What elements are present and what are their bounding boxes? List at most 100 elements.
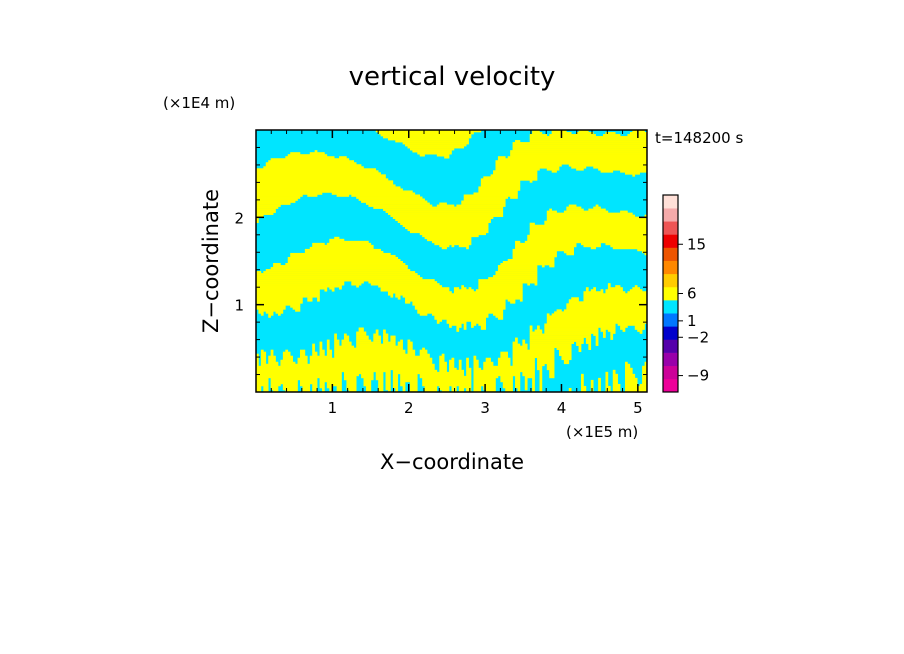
positive-velocity-cell (598, 385, 601, 389)
positive-velocity-cell (453, 291, 523, 294)
positive-velocity-cell (326, 242, 372, 246)
positive-velocity-cell (312, 351, 318, 355)
positive-velocity-cell (331, 192, 416, 195)
positive-velocity-cell (256, 299, 303, 302)
positive-velocity-cell (441, 389, 450, 392)
positive-velocity-cell (361, 373, 374, 377)
positive-velocity-cell (392, 379, 399, 383)
positive-velocity-cell (512, 345, 528, 348)
positive-velocity-cell (585, 341, 592, 344)
positive-velocity-cell (510, 152, 647, 155)
positive-velocity-cell (419, 373, 465, 377)
positive-velocity-cell (385, 385, 391, 389)
positive-velocity-cell (453, 287, 460, 290)
positive-velocity-cell (375, 373, 384, 377)
positive-velocity-cell (256, 371, 342, 375)
positive-velocity-cell (473, 371, 521, 375)
positive-velocity-cell (478, 285, 523, 288)
positive-velocity-cell (319, 345, 323, 348)
positive-velocity-cell (612, 381, 618, 385)
positive-velocity-cell (343, 335, 350, 338)
positive-velocity-cell (409, 389, 418, 392)
positive-velocity-cell (466, 373, 472, 377)
positive-velocity-cell (598, 381, 601, 385)
positive-velocity-cell (390, 214, 504, 217)
positive-velocity-cell (532, 389, 535, 392)
positive-velocity-cell (336, 387, 342, 391)
positive-velocity-cell (539, 375, 543, 379)
positive-velocity-cell (507, 299, 516, 302)
positive-velocity-cell (297, 361, 308, 365)
positive-velocity-cell (483, 367, 535, 371)
positive-velocity-cell (529, 345, 572, 348)
positive-velocity-cell (312, 345, 315, 348)
positive-velocity-cell (493, 172, 538, 175)
positive-velocity-cell (529, 138, 647, 141)
positive-velocity-cell (427, 238, 472, 242)
positive-velocity-cell (495, 166, 560, 169)
positive-velocity-cell (478, 190, 518, 193)
positive-velocity-cell (529, 333, 592, 336)
positive-velocity-cell (581, 242, 601, 246)
positive-velocity-cell (607, 287, 623, 290)
positive-velocity-cell (463, 194, 518, 197)
positive-velocity-cell (256, 295, 320, 298)
positive-velocity-cell (270, 383, 281, 387)
plot-area: 1 2 3 4 5 1 2 (234, 129, 648, 417)
positive-velocity-cell (256, 279, 435, 282)
positive-velocity-cell (256, 357, 259, 361)
positive-velocity-cell (546, 367, 555, 371)
positive-velocity-cell (512, 357, 535, 361)
positive-velocity-cell (529, 329, 533, 332)
positive-velocity-cell (519, 299, 523, 302)
positive-velocity-cell (488, 277, 538, 280)
positive-velocity-cell (517, 389, 521, 392)
positive-velocity-cell (431, 313, 489, 316)
positive-velocity-cell (256, 305, 286, 308)
colorbar: 15 6 1−2 −9 (662, 194, 709, 393)
positive-velocity-cell (309, 152, 325, 155)
positive-velocity-cell (463, 196, 509, 199)
positive-velocity-cell (605, 289, 623, 292)
positive-velocity-cell (568, 387, 572, 391)
positive-velocity-cell (532, 381, 535, 385)
positive-velocity-cell (466, 367, 472, 371)
positive-velocity-cell (515, 377, 521, 381)
positive-velocity-cell (385, 210, 504, 213)
positive-velocity-cell (307, 299, 313, 302)
positive-velocity-cell (612, 373, 618, 377)
positive-velocity-cell (461, 285, 465, 288)
positive-velocity-cell (578, 345, 582, 348)
positive-velocity-cell (324, 289, 328, 292)
positive-velocity-cell (539, 381, 543, 385)
positive-velocity-cell (522, 373, 535, 377)
positive-velocity-cell (549, 134, 596, 137)
positive-velocity-cell (522, 343, 528, 346)
positive-velocity-cell (256, 180, 394, 183)
positive-velocity-cell (256, 359, 259, 363)
positive-velocity-cell (256, 204, 281, 207)
positive-velocity-cell (375, 377, 384, 381)
positive-velocity-cell (400, 379, 418, 383)
positive-velocity-cell (610, 333, 614, 336)
colorbar-swatch (663, 378, 678, 393)
positive-velocity-cell (383, 339, 389, 342)
positive-velocity-cell (524, 240, 647, 244)
positive-velocity-cell (334, 347, 403, 350)
positive-velocity-cell (458, 359, 462, 363)
positive-velocity-cell (319, 377, 342, 381)
positive-velocity-cell (581, 387, 587, 391)
positive-velocity-cell (380, 289, 450, 292)
positive-velocity-cell (256, 293, 320, 296)
positive-velocity-cell (319, 385, 325, 389)
positive-velocity-cell (642, 371, 647, 375)
positive-velocity-cell (632, 287, 640, 290)
positive-velocity-cell (312, 387, 318, 391)
positive-velocity-cell (256, 291, 320, 294)
positive-velocity-cell (449, 359, 455, 363)
positive-velocity-cell (356, 337, 369, 340)
positive-velocity-cell (256, 369, 391, 373)
positive-velocity-cell (581, 381, 584, 385)
positive-velocity-cell (593, 206, 601, 209)
positive-velocity-cell (256, 287, 328, 290)
